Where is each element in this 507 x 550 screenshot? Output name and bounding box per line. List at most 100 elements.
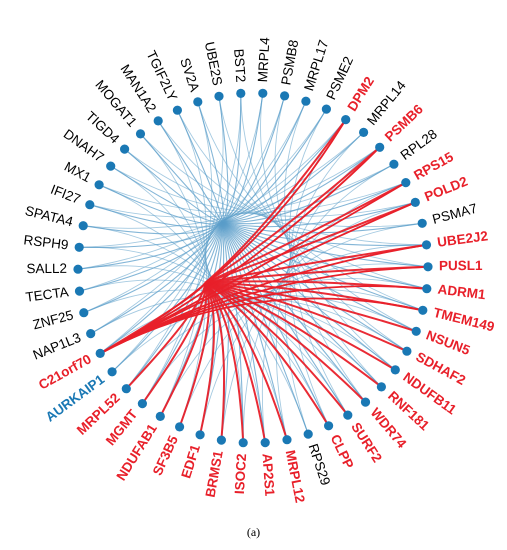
edge (204, 146, 381, 284)
node-dot (238, 438, 248, 448)
node-label: SF3B5 (150, 433, 181, 478)
node-dot (137, 399, 147, 409)
node-dot (258, 88, 268, 98)
node-dot (376, 382, 386, 392)
edge (157, 120, 223, 223)
node-label: SV2A (177, 56, 202, 94)
node-dot (423, 262, 433, 272)
node-label: PUSL1 (439, 258, 483, 273)
node-dot (417, 218, 427, 228)
edge (221, 100, 307, 223)
node-label: CLPP (327, 432, 356, 471)
node-dot (195, 430, 205, 440)
edge (204, 282, 225, 441)
node-dot (418, 305, 428, 315)
edge (176, 109, 223, 223)
edge (221, 95, 286, 223)
node-label: MRPL12 (283, 449, 308, 504)
node-dot (359, 127, 369, 137)
node-label: PSMB8 (278, 39, 301, 87)
node-dot (74, 286, 85, 296)
node-label: MX1 (62, 159, 94, 185)
node-label: ZNF25 (31, 307, 75, 332)
node-dot (390, 365, 400, 375)
edge (204, 201, 416, 284)
node-label: IFI27 (49, 182, 83, 207)
edge (204, 119, 347, 284)
node-label: SPATA4 (24, 203, 75, 229)
node-label: POLD2 (422, 174, 469, 205)
node-dot (303, 429, 313, 439)
edge (83, 221, 223, 235)
node-label: BST2 (231, 48, 248, 83)
node-dot (422, 284, 432, 294)
edge (218, 96, 229, 223)
edge (79, 221, 223, 292)
edge (124, 148, 223, 223)
node-label: TMEM149 (432, 305, 496, 335)
edge (125, 221, 223, 390)
edge (83, 221, 223, 314)
edge (221, 221, 427, 246)
node-dot (260, 438, 270, 448)
edge (98, 184, 223, 225)
node-dot (214, 91, 224, 101)
node-dot (375, 142, 385, 152)
node-label: TECTA (25, 284, 70, 305)
node-dot (121, 384, 131, 394)
edge (77, 221, 223, 270)
node-dot (107, 367, 117, 377)
node-dot (135, 129, 146, 139)
node-label: NSUN5 (424, 327, 473, 358)
node-label: UBE2J2 (436, 228, 489, 250)
edge (110, 165, 223, 223)
edge (89, 204, 223, 228)
edge (221, 108, 327, 223)
node-dot (153, 116, 163, 126)
node-dot (343, 410, 353, 420)
node-dot (411, 326, 421, 336)
edge (140, 133, 223, 223)
edge (99, 221, 223, 354)
edge (204, 282, 330, 427)
node-dot (216, 435, 226, 445)
node-label: MRPL4 (255, 36, 273, 82)
node-dot (360, 397, 371, 407)
node-dot (73, 264, 83, 274)
node-dot (120, 144, 130, 154)
node-label: RSPH9 (23, 232, 69, 252)
node-dot (172, 105, 182, 115)
node-dot (193, 97, 203, 107)
node-dot (95, 348, 105, 358)
edge (221, 221, 423, 234)
edge (79, 221, 223, 249)
figure-caption: (a) (246, 525, 261, 539)
node-label: RPS29 (305, 442, 333, 487)
node-label: MRPL17 (301, 38, 331, 93)
node-dot (301, 96, 311, 106)
edge (204, 282, 396, 371)
edge (204, 282, 288, 441)
edge (221, 132, 364, 223)
edge (221, 146, 381, 223)
edge (111, 221, 223, 373)
node-dot (341, 115, 351, 125)
node-dot (401, 178, 411, 188)
edge (125, 282, 206, 390)
node-dot (74, 242, 84, 252)
node-label: BRMS1 (203, 449, 226, 499)
edge (197, 101, 224, 223)
node-label: EDF1 (178, 442, 203, 480)
edge (289, 108, 349, 416)
node-label: SALL2 (26, 261, 67, 276)
node-dot (282, 435, 292, 445)
node-dot (78, 221, 88, 231)
edge (199, 282, 215, 436)
node-dot (79, 308, 89, 318)
node-label: ADRM1 (437, 282, 487, 303)
node-dot (155, 411, 165, 421)
edge (204, 181, 407, 284)
edge (242, 182, 406, 443)
node-dot (280, 91, 290, 101)
